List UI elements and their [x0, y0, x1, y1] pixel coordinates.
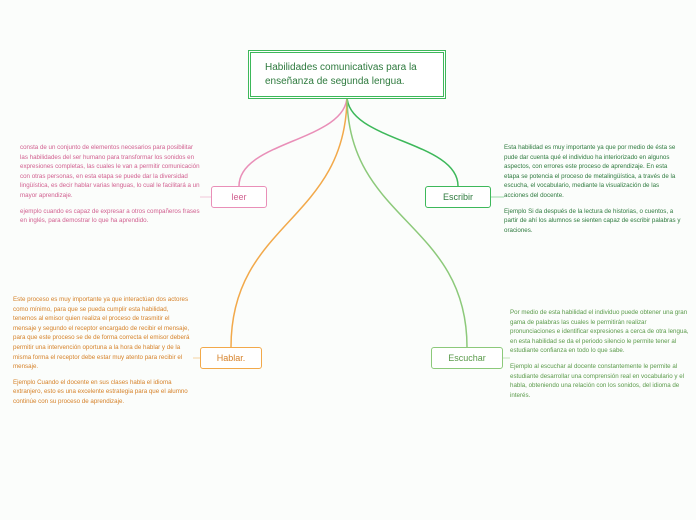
node-leer[interactable]: leer	[211, 186, 267, 208]
center-node-label: Habilidades comunicativas para la enseña…	[265, 62, 417, 87]
node-label-leer: leer	[231, 192, 246, 202]
node-hablar[interactable]: Hablar.	[200, 347, 262, 369]
desc-escribir: Esta habilidad es muy importante ya que …	[504, 143, 684, 235]
desc-hablar: Este proceso es muy importante ya que in…	[13, 295, 193, 407]
node-label-escuchar: Escuchar	[448, 353, 486, 363]
desc-escuchar: Por medio de esta habilidad el individuo…	[510, 308, 690, 400]
mindmap-canvas: Habilidades comunicativas para la enseña…	[0, 0, 696, 520]
node-escuchar[interactable]: Escuchar	[431, 347, 503, 369]
center-node[interactable]: Habilidades comunicativas para la enseña…	[248, 50, 446, 99]
desc-leer: consta de un conjunto de elementos neces…	[20, 143, 200, 226]
node-label-hablar: Hablar.	[217, 353, 246, 363]
node-label-escribir: Escribir	[443, 192, 473, 202]
node-escribir[interactable]: Escribir	[425, 186, 491, 208]
